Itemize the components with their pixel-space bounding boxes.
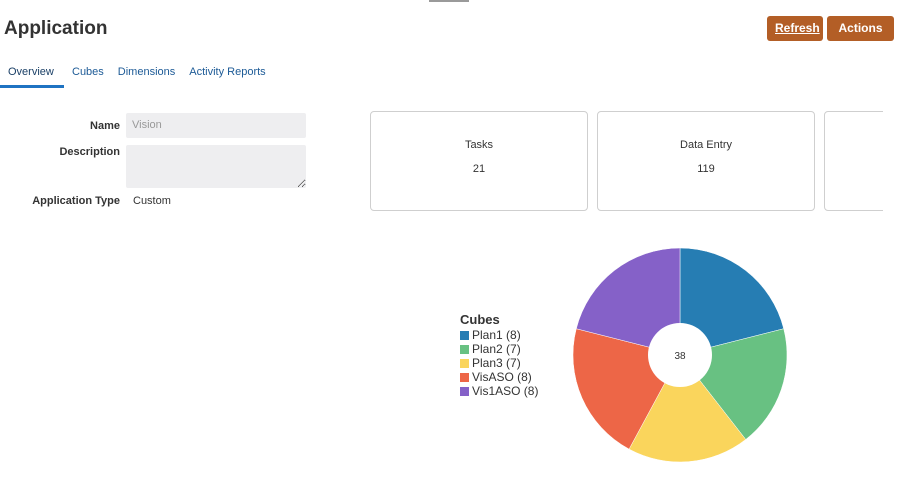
pie-slice-plan3[interactable] — [628, 354, 747, 463]
tab-cubes[interactable]: Cubes — [72, 66, 104, 78]
refresh-label: Refresh — [775, 21, 820, 35]
tab-activity-reports[interactable]: Activity Reports — [189, 66, 266, 78]
legend-swatch — [460, 330, 469, 340]
top-drag-handle[interactable] — [429, 0, 469, 2]
chart-legend: Cubes Plan1 (8) Plan2 (7) Plan3 (7) VisA… — [460, 312, 538, 398]
caret-down-icon — [858, 51, 867, 57]
name-label: Name — [90, 120, 120, 132]
legend-label: VisASO (8) — [472, 370, 532, 384]
donut-hole — [648, 323, 712, 387]
page-title: Application — [4, 18, 108, 39]
tasks-card[interactable]: Tasks 21 — [370, 111, 588, 211]
legend-swatch — [460, 372, 469, 382]
description-field[interactable] — [126, 145, 306, 188]
name-field[interactable]: Vision — [126, 113, 306, 138]
legend-label: Plan2 (7) — [472, 342, 521, 356]
legend-item-plan3[interactable]: Plan3 (7) — [460, 356, 538, 370]
donut-center-label: 38 — [674, 351, 686, 362]
tab-dimensions[interactable]: Dimensions — [117, 66, 176, 78]
application-type-value: Custom — [133, 195, 171, 207]
pie-slice-vis1aso[interactable] — [575, 247, 681, 356]
legend-item-plan1[interactable]: Plan1 (8) — [460, 328, 538, 342]
tab-bar: Overview Cubes Dimensions Activity Repor… — [0, 58, 272, 88]
card-value: 21 — [472, 163, 486, 175]
cubes-donut-chart: 38 — [572, 247, 788, 463]
card-title: Tasks — [464, 139, 494, 151]
pie-slice-plan1[interactable] — [679, 247, 785, 356]
application-type-label: Application Type — [32, 195, 120, 207]
card-clip — [824, 111, 883, 211]
third-card[interactable] — [824, 111, 883, 211]
legend-swatch — [460, 344, 469, 354]
card-title: Data Entry — [680, 139, 732, 151]
refresh-button[interactable]: Refresh — [767, 16, 823, 41]
legend-label: Plan1 (8) — [472, 328, 521, 342]
legend-swatch — [460, 386, 469, 396]
data-entry-card[interactable]: Data Entry 119 — [597, 111, 815, 211]
tab-overview[interactable]: Overview — [0, 58, 64, 88]
legend-item-vis1aso[interactable]: Vis1ASO (8) — [460, 384, 538, 398]
legend-label: Plan3 (7) — [472, 356, 521, 370]
legend-item-visaso[interactable]: VisASO (8) — [460, 370, 538, 384]
description-label: Description — [59, 146, 120, 158]
chart-slices[interactable] — [572, 247, 788, 463]
legend-swatch — [460, 358, 469, 368]
legend-title: Cubes — [460, 312, 500, 327]
card-value: 119 — [697, 163, 715, 175]
legend-item-plan2[interactable]: Plan2 (7) — [460, 342, 538, 356]
legend-label: Vis1ASO (8) — [472, 384, 539, 398]
actions-label: Actions — [838, 21, 883, 35]
actions-button[interactable]: Actions — [827, 16, 894, 57]
